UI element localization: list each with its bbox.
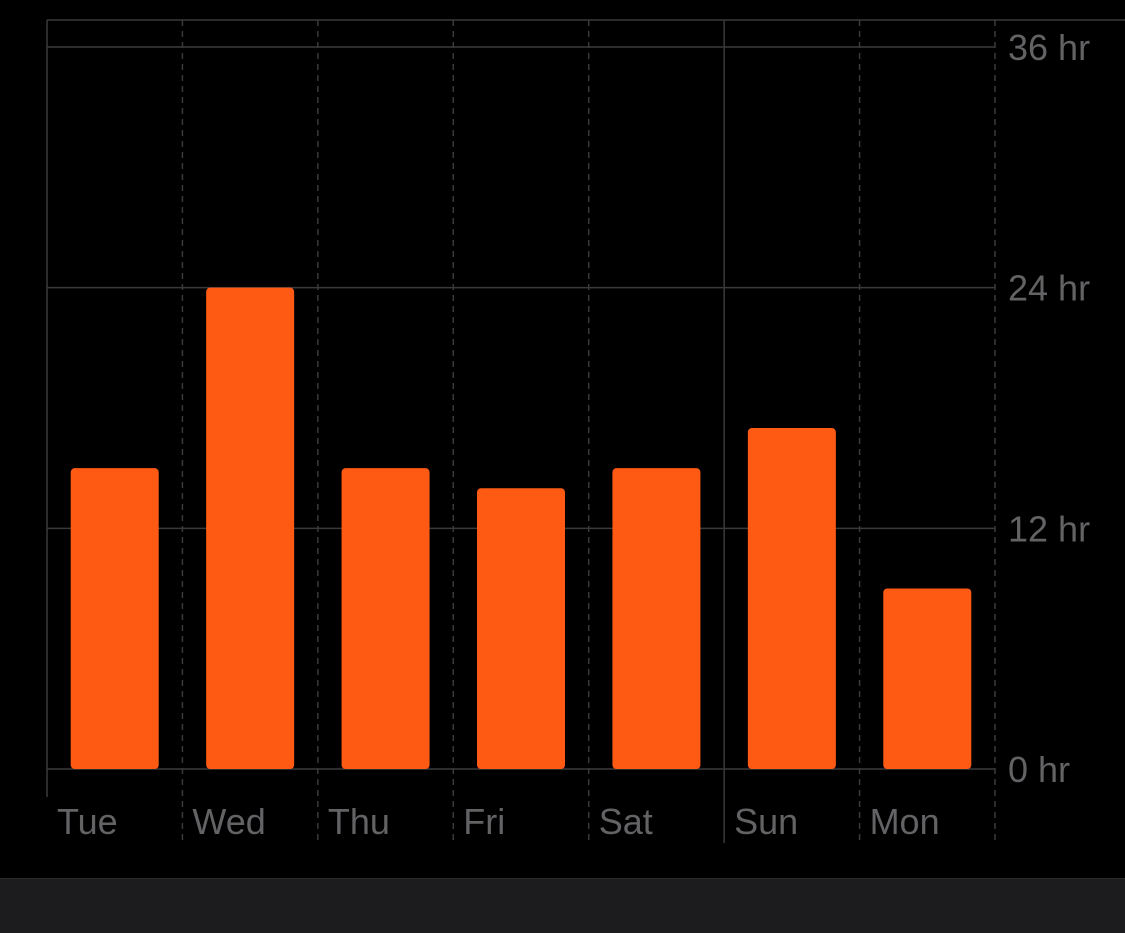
bar-wed (206, 287, 295, 769)
x-tick-label-fri: Fri (463, 801, 505, 842)
x-tick-label-sat: Sat (599, 801, 653, 842)
tick-labels: Tue Wed Thu Fri Sat Sun Mon 0 hr 12 hr 24 hr 36 hr (57, 27, 1090, 842)
bars (70, 287, 972, 769)
x-tick-label-sun: Sun (734, 801, 798, 842)
bar-sun (747, 428, 836, 769)
bar-thu (341, 468, 430, 769)
x-tick-label-thu: Thu (328, 801, 390, 842)
x-tick-label-wed: Wed (192, 801, 265, 842)
bar-fri (477, 488, 565, 769)
x-tick-label-tue: Tue (57, 801, 118, 842)
bar-chart: Tue Wed Thu Fri Sat Sun Mon 0 hr 12 hr 24 hr 36 hr (46, 19, 1125, 843)
y-tick-label-0: 0 hr (1008, 749, 1070, 790)
y-tick-label-24: 24 hr (1008, 268, 1090, 309)
grid-lines (46, 19, 1125, 843)
bottom-toolbar (0, 878, 1125, 933)
y-tick-label-12: 12 hr (1008, 508, 1090, 549)
x-tick-label-mon: Mon (870, 801, 940, 842)
bar-tue (70, 468, 159, 769)
y-tick-label-36: 36 hr (1008, 27, 1090, 68)
bar-mon (883, 588, 972, 769)
bar-sat (612, 468, 701, 769)
